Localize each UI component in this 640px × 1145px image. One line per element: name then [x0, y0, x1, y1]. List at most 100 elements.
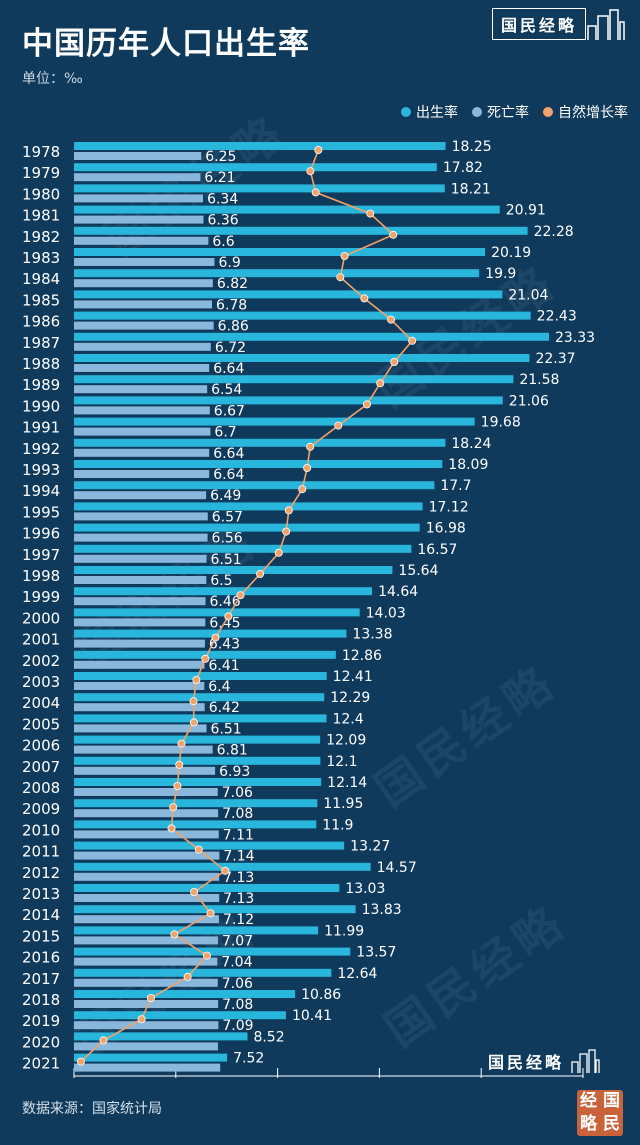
death-bar: [74, 258, 215, 266]
death-value-label: 6.25: [205, 149, 236, 165]
birth-bar: [74, 460, 443, 468]
natural-growth-point: [99, 1036, 108, 1045]
death-bar: [74, 1042, 218, 1051]
birth-value-label: 13.57: [356, 945, 396, 961]
birth-value-label: 17.82: [443, 160, 483, 176]
legend-dot-natural-icon: [543, 107, 553, 117]
natural-growth-point: [360, 294, 369, 303]
death-bar: [74, 385, 208, 394]
death-value-label: 6.67: [214, 403, 245, 419]
death-bar: [74, 788, 218, 796]
death-value-label: 7.12: [223, 912, 254, 928]
birth-value-label: 22.43: [537, 309, 577, 325]
birth-value-label: 20.19: [491, 245, 531, 261]
natural-growth-point: [390, 357, 399, 366]
death-bar: [74, 830, 219, 839]
seal-char: 民: [603, 1114, 620, 1134]
birth-value-label: 13.83: [362, 902, 402, 918]
natural-growth-point: [201, 654, 210, 663]
birth-bar: [74, 184, 445, 193]
brand-logo-bottom: 国民经略: [488, 1048, 600, 1074]
birth-bar: [74, 523, 420, 532]
death-value-label: 7.07: [222, 933, 253, 949]
unit-label: 单位：‰: [22, 71, 83, 87]
year-label: 1990: [22, 397, 60, 415]
birth-value-label: 12.41: [333, 669, 373, 685]
birth-bar: [74, 968, 332, 977]
building-icon: [587, 9, 625, 40]
birth-value-label: 23.33: [555, 330, 595, 346]
natural-growth-point: [190, 888, 199, 897]
year-label: 2007: [22, 758, 60, 776]
death-value-label: 7.11: [223, 827, 254, 843]
birth-bar: [74, 990, 296, 998]
birth-bar: [74, 375, 514, 384]
death-value-label: 6.51: [211, 721, 242, 737]
natural-growth-point: [376, 379, 385, 388]
natural-growth-point: [189, 697, 198, 706]
death-bar: [74, 427, 211, 436]
year-label: 2019: [22, 1012, 60, 1030]
birth-bar: [74, 544, 412, 553]
death-bar: [74, 597, 206, 606]
natural-growth-point: [76, 1057, 85, 1066]
natural-growth-point: [362, 400, 371, 409]
death-value-label: 6.51: [211, 552, 242, 568]
birth-value-label: 20.91: [506, 203, 546, 219]
death-value-label: 7.14: [223, 849, 254, 865]
death-bar: [74, 703, 205, 712]
birth-bar: [74, 799, 318, 808]
page-title: 中国历年人口出生率: [22, 26, 310, 62]
death-value-label: 6.64: [213, 446, 244, 462]
death-bar: [74, 152, 202, 160]
birth-value-label: 10.86: [301, 987, 341, 1003]
death-bar: [74, 576, 207, 584]
death-bar: [74, 533, 208, 542]
death-bar: [74, 491, 207, 500]
birth-bar: [74, 163, 437, 172]
birth-value-label: 12.09: [326, 733, 366, 749]
legend-item-natural: 自然增长率: [543, 102, 628, 122]
year-label: 1988: [22, 355, 60, 373]
natural-growth-point: [202, 951, 211, 960]
birth-bar: [74, 396, 503, 405]
year-label: 2016: [22, 949, 60, 967]
birth-bar: [74, 926, 319, 935]
death-bar: [74, 173, 201, 182]
birth-bar: [74, 756, 321, 765]
death-value-label: 6.64: [213, 467, 244, 483]
birth-value-label: 21.58: [519, 372, 559, 388]
natural-growth-point: [366, 209, 375, 218]
birth-value-label: 17.7: [440, 478, 471, 494]
year-label: 1994: [22, 482, 60, 500]
brand-logo-top: 国民经略: [491, 6, 626, 42]
year-label: 2001: [22, 631, 60, 649]
year-label: 2010: [22, 821, 60, 839]
year-label: 1983: [22, 249, 60, 267]
year-label: 1986: [22, 313, 60, 331]
year-label: 1993: [22, 461, 60, 479]
birth-bar: [74, 1053, 228, 1062]
birth-value-label: 14.03: [366, 605, 406, 621]
birth-value-label: 13.38: [352, 627, 392, 643]
natural-growth-point: [340, 251, 349, 260]
death-value-label: 6.42: [209, 700, 240, 716]
death-bar: [74, 915, 219, 924]
death-bar: [74, 512, 208, 521]
year-label: 2014: [22, 906, 60, 924]
birth-value-label: 8.52: [253, 1029, 284, 1045]
birth-bar: [74, 862, 371, 871]
year-label: 2011: [22, 843, 60, 861]
death-bar: [74, 342, 211, 351]
death-value-label: 6.34: [207, 191, 238, 207]
death-bar: [74, 894, 220, 902]
natural-growth-point: [221, 866, 230, 875]
natural-growth-point: [173, 782, 182, 791]
death-bar: [74, 872, 220, 881]
legend-item-birth: 出生率: [401, 102, 458, 122]
death-value-label: 7.09: [222, 1018, 253, 1034]
death-bar: [74, 660, 205, 669]
natural-growth-point: [274, 548, 283, 557]
natural-growth-point: [192, 676, 201, 685]
year-label: 1991: [22, 419, 60, 437]
